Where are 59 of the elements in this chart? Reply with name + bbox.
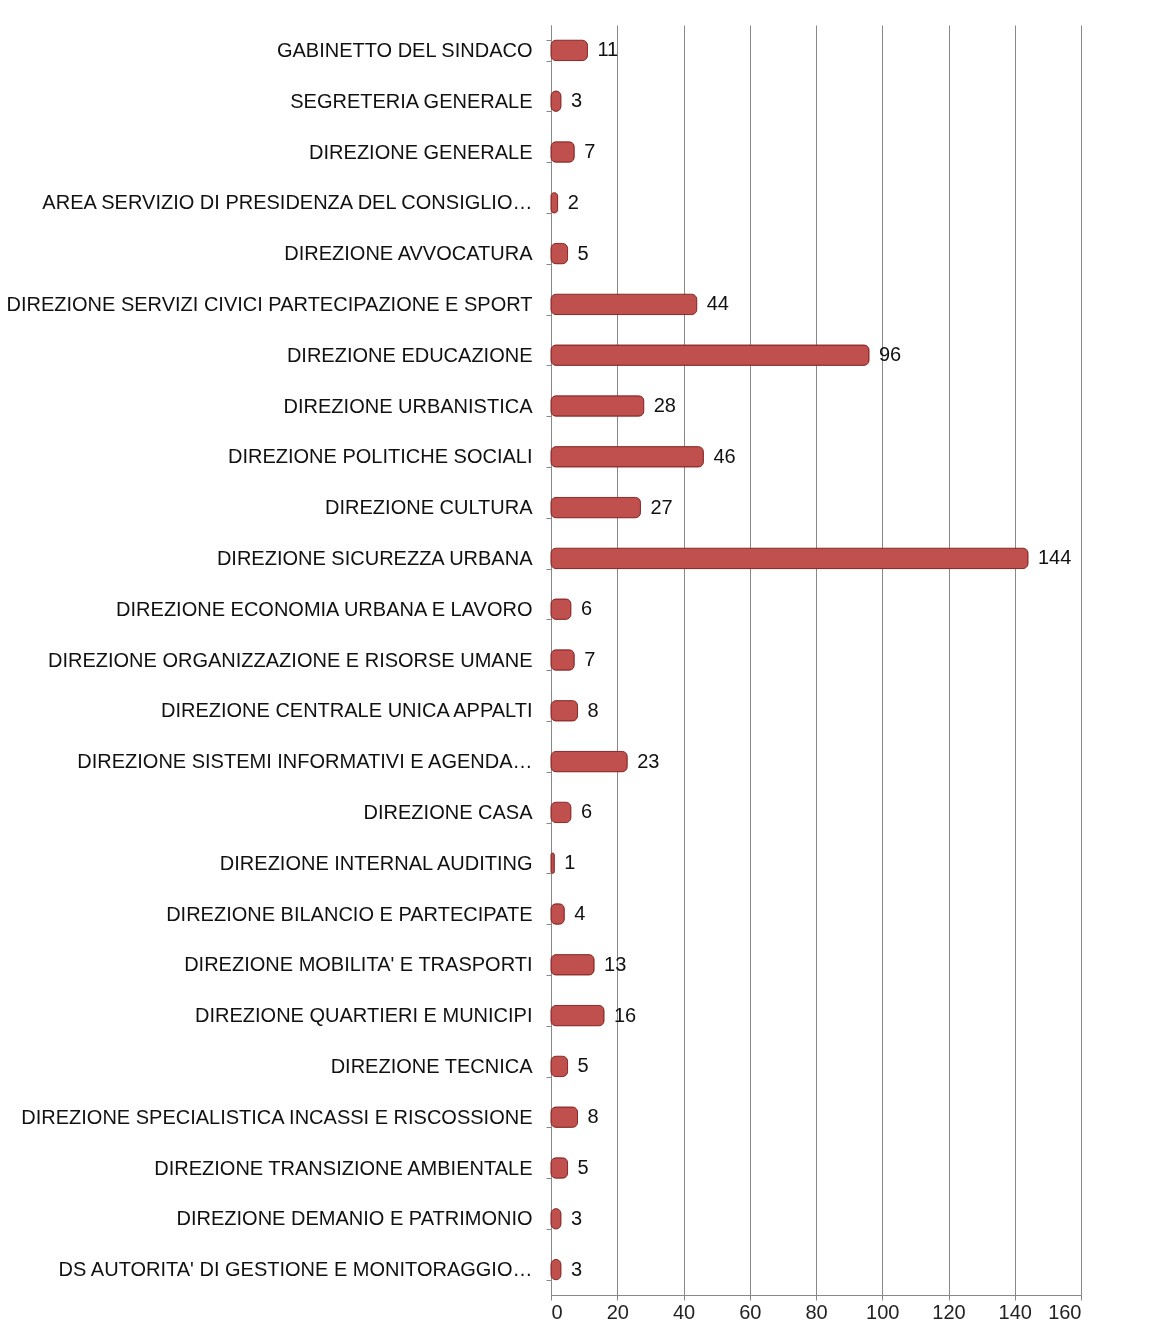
y-tick-label: DS AUTORITA' DI GESTIONE E MONITORAGGIO… <box>58 1258 533 1281</box>
x-tick-label: 60 <box>739 1300 762 1323</box>
y-tick-label: DIREZIONE INTERNAL AUDITING <box>219 851 533 874</box>
data-label: 3 <box>570 89 583 112</box>
y-tick-label: DIREZIONE SPECIALISTICA INCASSI E RISCOSSIONE <box>21 1105 533 1128</box>
x-tick-label: 100 <box>866 1300 900 1323</box>
data-label: 27 <box>650 495 673 518</box>
data-label: 13 <box>604 952 627 975</box>
data-label: 144 <box>1038 546 1072 569</box>
data-label: 3 <box>570 1206 583 1229</box>
data-label: 4 <box>574 902 586 924</box>
y-tick-label: DIREZIONE CASA <box>363 800 534 823</box>
data-label: 5 <box>577 1156 589 1178</box>
data-label: 6 <box>580 800 592 823</box>
y-tick-label: DIREZIONE QUARTIERI E MUNICIPI <box>195 1004 533 1027</box>
x-tick-label: 120 <box>932 1300 966 1323</box>
y-tick-label: DIREZIONE CENTRALE UNICA APPALTI <box>160 699 533 722</box>
data-label: 5 <box>577 241 589 264</box>
data-label: 44 <box>706 292 729 315</box>
data-label: 23 <box>637 749 660 772</box>
y-tick-label: DIREZIONE URBANISTICA <box>283 394 534 417</box>
y-tick-label: AREA SERVIZIO DI PRESIDENZA DEL CONSIGLIO… <box>42 191 533 214</box>
y-tick-label: DIREZIONE TRANSIZIONE AMBIENTALE <box>154 1156 533 1179</box>
y-tick-label: SEGRETERIA GENERALE <box>290 89 533 112</box>
data-label: 11 <box>597 38 619 61</box>
y-tick-label: DIREZIONE AVVOCATURA <box>284 242 534 265</box>
y-tick-label: DIREZIONE TECNICA <box>330 1054 534 1077</box>
x-tick-label: 160 <box>1048 1300 1082 1323</box>
y-tick-label: DIREZIONE POLITICHE SOCIALI <box>227 445 533 468</box>
data-label: 46 <box>713 444 736 467</box>
y-tick-label: DIREZIONE SISTEMI INFORMATIVI E AGENDA… <box>77 750 533 773</box>
x-tick-label: 20 <box>606 1300 629 1323</box>
y-tick-label: DIREZIONE SICUREZZA URBANA <box>216 546 534 569</box>
y-tick-label: DIREZIONE ORGANIZZAZIONE E RISORSE UMANE <box>48 648 533 671</box>
data-label: 1 <box>564 851 576 874</box>
data-label: 2 <box>567 190 579 213</box>
y-tick-label: DIREZIONE MOBILITA' E TRASPORTI <box>184 953 533 976</box>
y-tick-label: DIREZIONE ECONOMIA URBANA E LAVORO <box>116 597 533 620</box>
y-tick-label: DIREZIONE DEMANIO E PATRIMONIO <box>176 1207 533 1230</box>
data-label: 3 <box>570 1257 583 1280</box>
x-tick-label: 40 <box>672 1300 696 1323</box>
y-tick-label: DIREZIONE EDUCAZIONE <box>286 343 533 366</box>
data-label: 7 <box>584 140 596 162</box>
data-label: 96 <box>879 343 902 366</box>
x-tick-label: 0 <box>551 1300 563 1323</box>
data-label: 6 <box>580 597 592 620</box>
data-label: 5 <box>577 1054 589 1077</box>
y-tick-label: GABINETTO DEL SINDACO <box>276 38 533 61</box>
x-tick-label: 140 <box>998 1300 1032 1323</box>
y-tick-label: DIREZIONE BILANCIO E PARTECIPATE <box>166 902 533 925</box>
data-label: 7 <box>584 648 596 670</box>
y-tick-label: DIREZIONE GENERALE <box>309 140 533 163</box>
data-label: 8 <box>587 1105 599 1128</box>
data-label: 16 <box>614 1003 637 1026</box>
y-tick-label: DIREZIONE CULTURA <box>325 496 534 519</box>
y-tick-label: DIREZIONE SERVIZI CIVICI PARTECIPAZIONE E SPORT <box>6 292 533 315</box>
data-label: 8 <box>587 698 599 721</box>
data-label: 28 <box>653 394 676 416</box>
x-tick-label: 80 <box>805 1300 828 1323</box>
